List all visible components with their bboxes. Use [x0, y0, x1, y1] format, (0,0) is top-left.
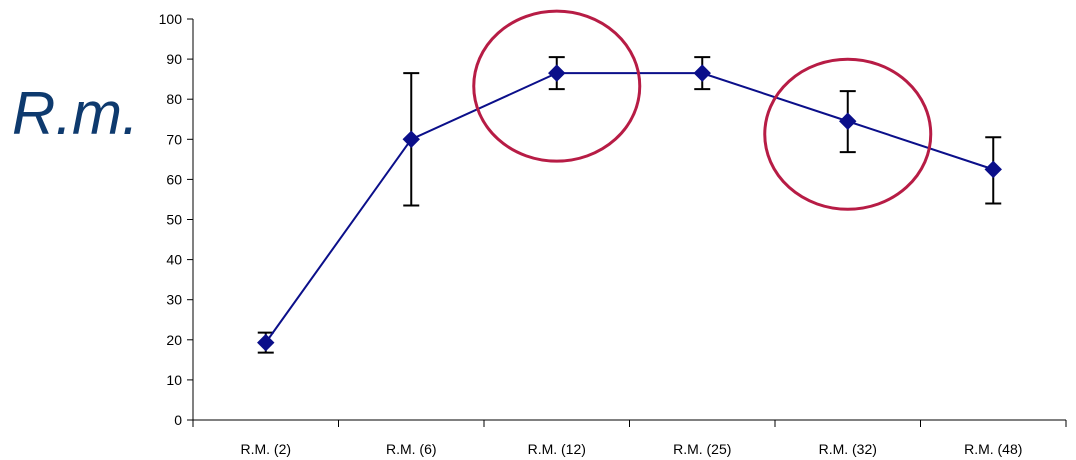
highlight-circle [763, 57, 933, 211]
y-tick-label: 50 [166, 212, 182, 228]
y-tick-label: 90 [166, 51, 182, 67]
data-point-marker [257, 333, 275, 352]
y-tick-label: 80 [166, 91, 182, 107]
x-axis-ticks: R.M. (2) R.M. (6) R.M. (12) R.M. (25) R.M. (… [192, 420, 1067, 457]
x-tick-label: R.M. (32) [819, 441, 877, 457]
data-point-marker [402, 130, 420, 149]
data-points [257, 64, 1002, 352]
data-point-marker [984, 160, 1002, 179]
y-axis-ticks: 0 10 20 30 40 50 60 70 80 90 100 [159, 11, 193, 428]
y-tick-label: 10 [166, 372, 182, 388]
x-tick-label: R.M. (12) [528, 441, 586, 457]
highlight-circles [472, 9, 933, 211]
series-line [264, 72, 994, 344]
y-tick-label: 100 [159, 11, 183, 27]
y-tick-label: 30 [166, 292, 182, 308]
data-point-marker [839, 112, 857, 130]
series-polyline [264, 72, 994, 344]
y-tick-label: 0 [174, 412, 182, 428]
y-tick-label: 20 [166, 332, 182, 348]
error-bars [257, 56, 1002, 354]
y-tick-label: 60 [166, 171, 182, 187]
data-point-marker [548, 64, 566, 82]
y-tick-label: 70 [166, 131, 182, 147]
highlight-circle [472, 9, 642, 163]
chart-axes [192, 19, 1066, 421]
data-point-marker [693, 64, 711, 82]
x-tick-label: R.M. (48) [964, 441, 1022, 457]
x-tick-label: R.M. (2) [240, 441, 291, 457]
x-tick-label: R.M. (25) [673, 441, 731, 457]
side-title: R.m. [12, 80, 139, 147]
x-tick-label: R.M. (6) [386, 441, 437, 457]
y-tick-label: 40 [166, 252, 182, 268]
